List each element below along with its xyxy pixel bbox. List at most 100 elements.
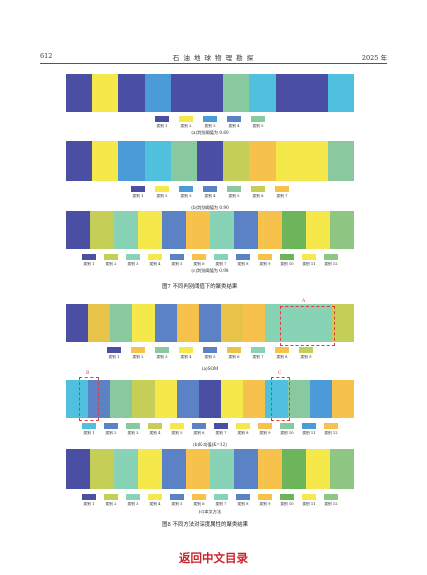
header-rule <box>40 63 387 64</box>
legend-swatch <box>258 423 272 429</box>
strip-column <box>176 304 199 342</box>
legend-swatch <box>227 186 241 192</box>
legend-label: 类别 10 <box>280 502 294 506</box>
legend-8c: 类别 1 类别 2 类别 3 类别 4 类别 5 类别 6 类别 7 类别 8 类别 9 类别 1… <box>66 494 354 507</box>
legend-item: 类别 1 <box>82 254 96 267</box>
strip-column <box>249 141 276 181</box>
strip-column <box>90 211 114 249</box>
strip-column <box>88 304 111 342</box>
legend-swatch <box>179 347 193 353</box>
strip-column <box>138 449 162 489</box>
legend-swatch <box>258 254 272 260</box>
legend-label: 类别 8 <box>237 431 249 435</box>
strip-column <box>282 211 306 249</box>
legend-label: 类别 5 <box>171 262 183 266</box>
strip-column <box>114 211 138 249</box>
legend-swatch <box>251 347 265 353</box>
strip-column <box>275 141 302 181</box>
legend-item: 类别 7 <box>214 254 228 267</box>
strip-column <box>306 211 330 249</box>
legend-item: 类别 3 <box>179 186 193 199</box>
strip-column <box>162 449 186 489</box>
legend-item: 类别 12 <box>324 423 338 436</box>
legend-item: 类别 9 <box>258 494 272 507</box>
strip-column <box>234 449 258 489</box>
return-to-contents-link[interactable]: 返回中文目录 <box>179 551 248 565</box>
legend-item: 类别 1 <box>155 116 169 129</box>
cluster-strip-7a <box>66 74 355 112</box>
legend-swatch <box>82 254 96 260</box>
legend-swatch <box>324 494 338 500</box>
strip-column <box>154 380 177 418</box>
strip-column <box>331 380 355 418</box>
legend-item: 类别 6 <box>227 347 241 360</box>
legend-7c: 类别 1 类别 2 类别 3 类别 4 类别 5 类别 6 类别 7 类别 8 类别 9 类别 1… <box>66 254 354 267</box>
legend-item: 类别 4 <box>227 116 241 129</box>
strip-column <box>223 74 250 112</box>
legend-label: 类别 6 <box>252 194 264 198</box>
strip-column <box>234 211 258 249</box>
legend-item: 类别 10 <box>280 254 294 267</box>
legend-8b: 类别 1 类别 2 类别 3 类别 4 类别 5 类别 6 类别 7 类别 8 类别 9 类别 1… <box>66 423 354 436</box>
legend-swatch <box>179 186 193 192</box>
legend-item: 类别 8 <box>236 494 250 507</box>
legend-label: 类别 11 <box>302 431 316 435</box>
legend-label: 类别 6 <box>228 355 240 359</box>
legend-item: 类别 9 <box>258 254 272 267</box>
legend-item: 类别 2 <box>104 254 118 267</box>
legend-item: 类别 8 <box>236 423 250 436</box>
legend-label: 类别 4 <box>228 124 240 128</box>
legend-item: 类别 2 <box>179 116 193 129</box>
strip-column <box>223 141 250 181</box>
legend-swatch <box>236 494 250 500</box>
legend-swatch <box>214 423 228 429</box>
legend-item: 类别 1 <box>82 494 96 507</box>
strip-column <box>275 74 302 112</box>
legend-label: 类别 7 <box>215 262 227 266</box>
legend-swatch <box>82 494 96 500</box>
legend-swatch <box>192 423 206 429</box>
legend-item: 类别 8 <box>236 254 250 267</box>
legend-label: 类别 10 <box>280 431 294 435</box>
strip-column <box>287 304 310 342</box>
legend-label: 类别 9 <box>300 355 312 359</box>
legend-swatch <box>170 254 184 260</box>
cluster-strip-7c <box>66 211 354 249</box>
legend-swatch <box>299 347 313 353</box>
legend-7b: 类别 1 类别 2 类别 3 类别 4 类别 5 类别 6 类别 7 <box>66 186 354 199</box>
legend-label: 类别 2 <box>156 194 168 198</box>
subcaption-7a: (a)判别阈值为 0.60 <box>191 130 229 135</box>
legend-label: 类别 5 <box>204 355 216 359</box>
legend-swatch <box>131 347 145 353</box>
strip-column <box>92 141 119 181</box>
legend-item: 类别 1 <box>82 423 96 436</box>
legend-label: 类别 2 <box>105 431 117 435</box>
legend-item: 类别 6 <box>192 423 206 436</box>
legend-item: 类别 9 <box>258 423 272 436</box>
legend-swatch <box>280 423 294 429</box>
cluster-strip-8c <box>66 449 354 489</box>
legend-label: 类别 3 <box>180 194 192 198</box>
legend-item: 类别 8 <box>275 347 289 360</box>
legend-label: 类别 3 <box>204 124 216 128</box>
cluster-strip-8b <box>66 380 355 418</box>
strip-column <box>110 304 133 342</box>
legend-label: 类别 2 <box>105 262 117 266</box>
legend-label: 类别 4 <box>149 262 161 266</box>
legend-label: 类别 2 <box>105 502 117 506</box>
legend-item: 类别 3 <box>126 254 140 267</box>
legend-swatch <box>104 423 118 429</box>
strip-column <box>66 141 93 181</box>
legend-item: 类别 7 <box>251 347 265 360</box>
strip-column <box>118 141 145 181</box>
legend-swatch <box>280 494 294 500</box>
legend-swatch <box>203 347 217 353</box>
legend-item: 类别 4 <box>148 494 162 507</box>
strip-column <box>301 141 328 181</box>
legend-swatch <box>251 116 265 122</box>
page-number: 612 <box>40 52 53 60</box>
legend-item: 类别 12 <box>324 494 338 507</box>
legend-swatch <box>131 186 145 192</box>
strip-column <box>110 380 133 418</box>
legend-item: 类别 5 <box>227 186 241 199</box>
